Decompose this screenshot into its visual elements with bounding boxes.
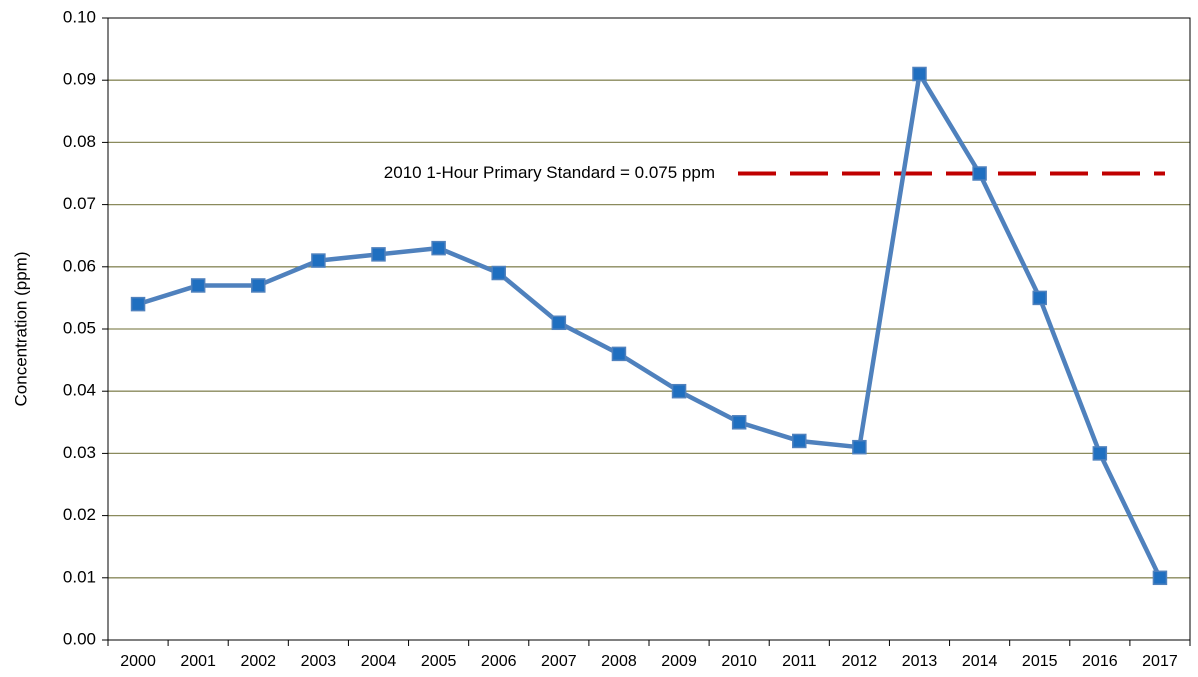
data-point — [671, 383, 687, 399]
x-tick-label: 2002 — [240, 653, 276, 670]
x-tick-label: 2004 — [361, 653, 397, 670]
data-point — [551, 315, 567, 331]
y-tick-label: 0.01 — [63, 567, 96, 586]
y-tick-label: 0.08 — [63, 132, 96, 151]
data-point — [130, 296, 146, 312]
y-tick-label: 0.06 — [63, 256, 96, 275]
y-tick-label: 0.05 — [63, 318, 96, 337]
y-tick-label: 0.04 — [63, 381, 96, 400]
y-tick-label: 0.03 — [63, 443, 96, 462]
data-point — [972, 166, 987, 181]
x-tick-label: 2014 — [962, 653, 998, 670]
x-tick-label: 2011 — [782, 653, 817, 670]
data-point — [1092, 446, 1108, 461]
data-point — [792, 433, 807, 449]
data-point — [491, 265, 506, 281]
data-point — [731, 415, 747, 430]
y-tick-label: 0.02 — [63, 505, 96, 524]
y-tick-label: 0.00 — [63, 629, 96, 648]
x-tick-label: 2009 — [661, 653, 697, 670]
x-tick-label: 2008 — [601, 653, 637, 670]
x-tick-label: 2010 — [721, 653, 757, 670]
data-point — [190, 278, 206, 293]
x-tick-label: 2012 — [842, 653, 878, 670]
x-tick-label: 2016 — [1082, 653, 1118, 670]
x-tick-label: 2001 — [180, 653, 216, 670]
x-tick-label: 2006 — [481, 653, 517, 670]
data-point — [251, 278, 266, 293]
x-tick-label: 2013 — [902, 653, 938, 670]
data-point — [1032, 290, 1047, 306]
x-tick-label: 2017 — [1142, 653, 1178, 670]
x-tick-label: 2005 — [421, 653, 457, 670]
data-point — [611, 346, 627, 362]
data-point — [912, 66, 927, 82]
x-tick-label: 2015 — [1022, 653, 1058, 670]
x-tick-label: 2000 — [120, 653, 156, 670]
x-tick-label: 2003 — [301, 653, 337, 670]
y-tick-label: 0.10 — [63, 7, 96, 26]
data-point — [371, 247, 386, 262]
x-tick-label: 2007 — [541, 653, 577, 670]
y-tick-label: 0.07 — [63, 194, 96, 213]
y-axis-label: Concentration (ppm) — [11, 252, 30, 407]
reference-label: 2010 1-Hour Primary Standard = 0.075 ppm — [384, 163, 715, 182]
data-point — [431, 240, 446, 256]
data-point — [852, 439, 867, 455]
y-tick-label: 0.09 — [63, 70, 96, 89]
data-line — [137, 71, 1162, 579]
data-point — [311, 253, 326, 268]
data-point — [1152, 570, 1168, 586]
